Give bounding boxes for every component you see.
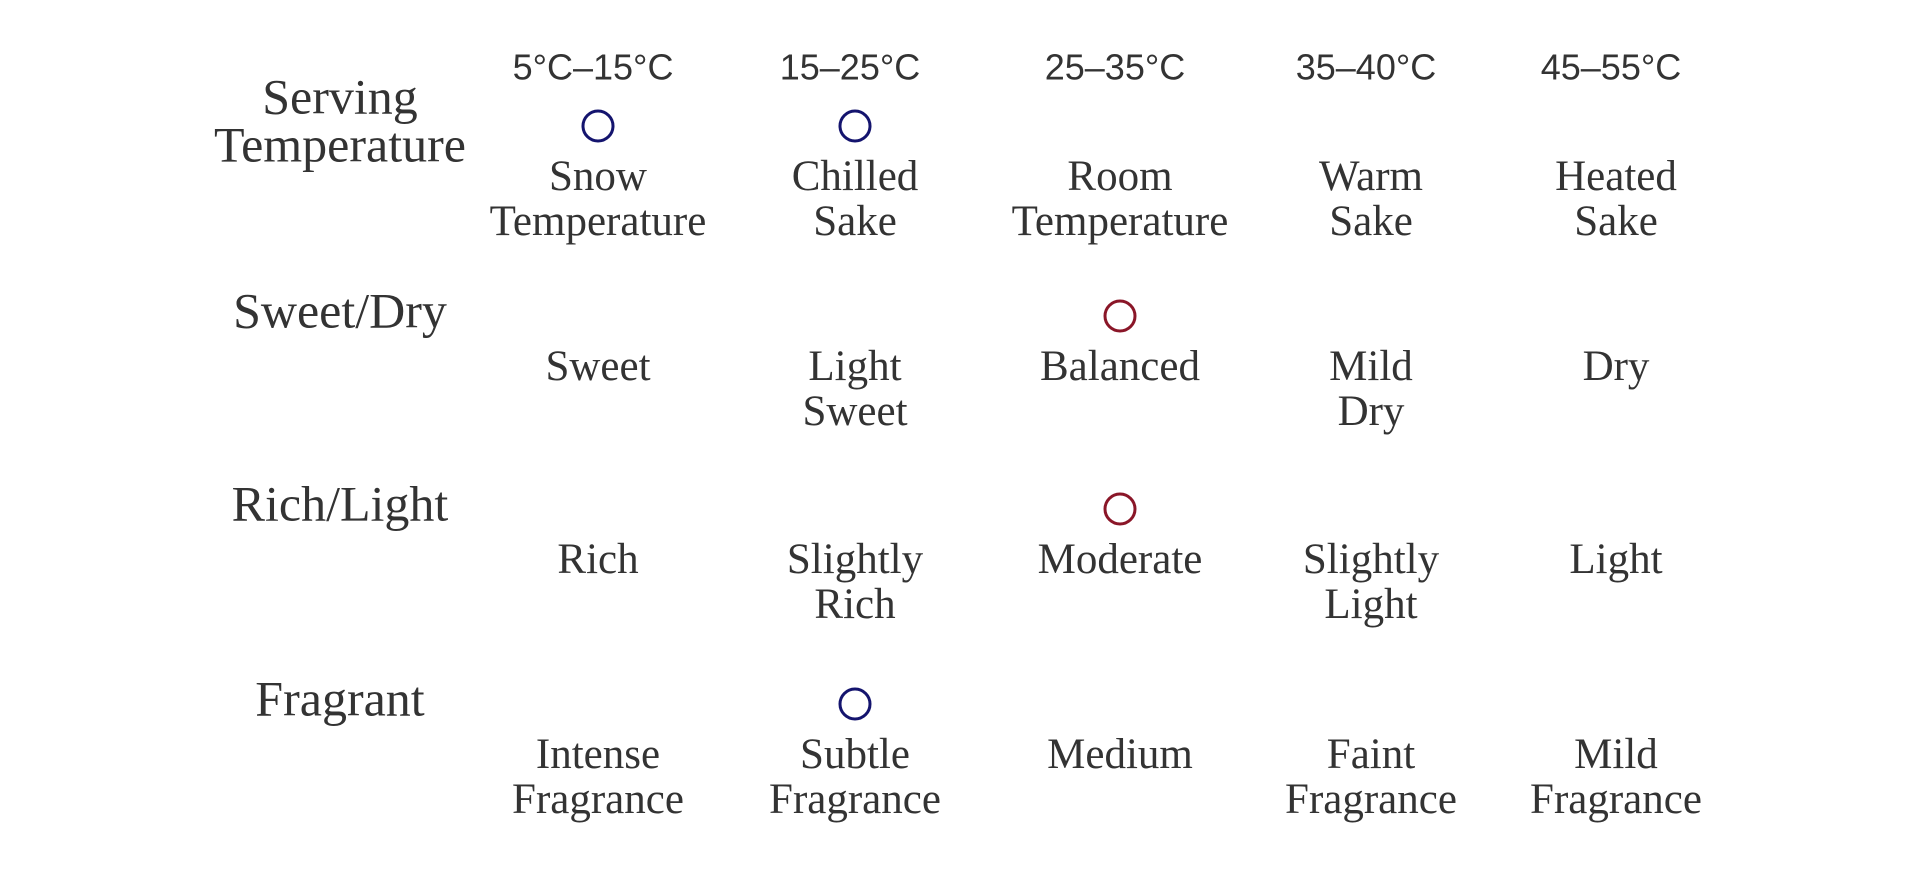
row-label: Rich/Light [232,475,449,531]
stop-label: Sweet [802,388,907,435]
stop-label: Medium [1047,731,1193,778]
stop-label: Chilled [792,153,919,200]
stop-label: Sweet [545,343,650,390]
stop-label: Moderate [1038,536,1203,583]
row-label: Fragrant [255,670,424,726]
row-label: Sweet/Dry [233,282,447,338]
stop-label: Temperature [1012,198,1229,245]
selected-marker [1103,492,1137,526]
temperature-label: 25–35°C [1045,47,1186,88]
stop-label: Snow [549,153,647,200]
stop-label: Rich [814,581,895,628]
stop-label: Mild [1574,731,1658,778]
scale-row: FragrantIntenseFragranceSubtleFragranceM… [255,670,1702,822]
stop-label: Dry [1338,388,1405,435]
selected-marker [838,687,872,721]
stop-label: Fragrance [1285,776,1457,823]
stop-label: Room [1067,153,1172,200]
stop-label: Temperature [490,198,707,245]
stop-label: Heated [1555,153,1677,200]
stop-label: Subtle [800,731,910,778]
row-label: Serving [262,68,418,124]
stop-label: Light [808,343,901,390]
temperature-label: 45–55°C [1541,47,1682,88]
temperature-label: 15–25°C [780,47,921,88]
row-label: Temperature [214,116,466,172]
selected-marker [581,109,615,143]
stop-label: Sake [1574,198,1658,245]
temperature-label: 35–40°C [1296,47,1437,88]
selected-marker [1103,299,1137,333]
stop-label: Fragrance [512,776,684,823]
stop-label: Fragrance [1530,776,1702,823]
stop-label: Mild [1329,343,1413,390]
stop-label: Warm [1319,153,1423,200]
stop-label: Dry [1583,343,1650,390]
temperature-label: 5°C–15°C [513,47,674,88]
selected-marker [838,109,872,143]
stop-label: Light [1324,581,1417,628]
stop-label: Faint [1327,731,1415,778]
stop-label: Rich [557,536,638,583]
stop-label: Intense [536,731,660,778]
stop-label: Fragrance [769,776,941,823]
stop-label: Slightly [1303,536,1440,583]
stop-label: Sake [1329,198,1413,245]
stop-label: Balanced [1040,343,1200,390]
stop-label: Light [1569,536,1662,583]
stop-label: Sake [813,198,897,245]
stop-label: Slightly [787,536,924,583]
